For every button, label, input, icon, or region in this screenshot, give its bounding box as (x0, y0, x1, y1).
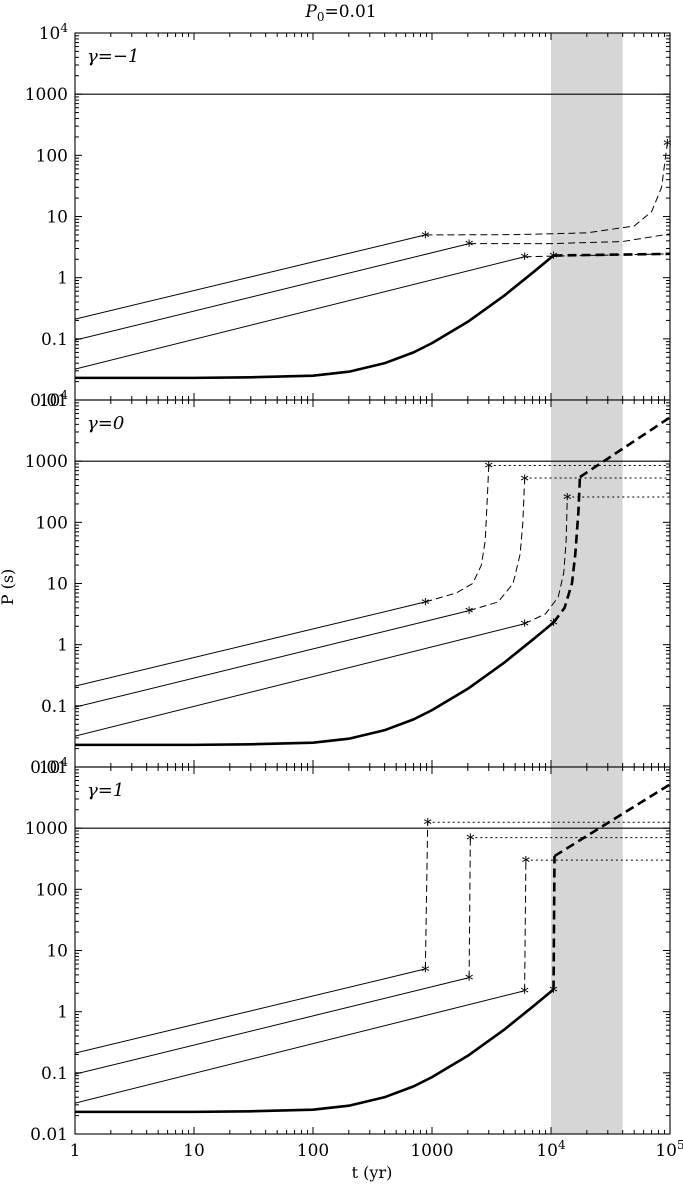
data-point-marker: * (521, 984, 529, 1003)
series-line-dashed (469, 233, 670, 245)
x-tick-label: 1000 (410, 1141, 453, 1161)
data-point-marker: * (465, 237, 473, 256)
panel-gamma-label: γ=1 (87, 780, 124, 801)
y-tick-label: 100 (36, 880, 68, 900)
data-point-marker: * (550, 249, 558, 268)
series-line-dashed (424, 822, 429, 969)
series-line-thick-dashed (553, 783, 670, 858)
data-point-marker: * (550, 616, 558, 635)
x-tick-label: 10 (183, 1141, 205, 1161)
y-tick-label: 10 (46, 208, 68, 228)
y-tick-label: 100 (36, 146, 68, 166)
panel-gamma-label: γ=−1 (87, 46, 139, 67)
data-point-marker: * (550, 983, 558, 1002)
y-tick-label: 1 (57, 269, 68, 289)
series-line-thin (75, 601, 426, 687)
series-line-dashed (524, 860, 527, 991)
series-line-thick-dashed (579, 416, 670, 479)
series-line-thick-dashed (553, 252, 670, 257)
data-point-marker: * (521, 472, 529, 491)
series-line-dashed (468, 837, 471, 978)
y-axis-label: P (s) (0, 569, 17, 606)
series-line-thin (75, 610, 470, 708)
y-tick-label: 0.1 (41, 1064, 68, 1084)
y-tick-label: 10 (46, 575, 68, 595)
data-point-marker: * (465, 971, 473, 990)
series-line-thick (75, 621, 555, 747)
series-line-dashed (425, 142, 668, 236)
chart-panels: * * * * * 0.01 0.1 1 10 100 1000 104 γ=−1 * * * * * * * 0.01… (25, 21, 683, 1161)
y-tick-label: 1000 (25, 819, 68, 839)
series-line-thin (75, 234, 426, 320)
y-tick-label: 104 (39, 388, 69, 411)
series-line-dashed (524, 497, 568, 625)
panel-1: * * * * * 0.01 0.1 1 10 100 1000 104 γ=−1 (25, 21, 672, 411)
panel-3: * * * * * * * 0.01 0.1 1 10 100 1000 104 γ=1 (25, 755, 671, 1145)
x-axis-label: t (yr) (352, 1163, 393, 1182)
series-line-thick-dashed (552, 476, 582, 624)
series-line-thick (75, 988, 555, 1114)
data-point-marker: * (421, 228, 429, 247)
data-point-marker: * (421, 595, 429, 614)
y-tick-label: 1 (57, 636, 68, 656)
data-point-marker: * (522, 853, 530, 872)
series-line-thin (75, 256, 525, 370)
y-tick-label: 1000 (25, 85, 68, 105)
shaded-band (551, 767, 623, 1134)
series-line-dashed (425, 465, 490, 603)
x-tick-label: 1 (70, 1141, 81, 1161)
y-tick-label: 104 (39, 755, 69, 778)
panel-gamma-label: γ=0 (87, 413, 124, 434)
chart-title: P0=0.01 (304, 2, 376, 24)
data-point-marker: * (521, 617, 529, 636)
data-point-marker: * (424, 815, 432, 834)
y-tick-label: 0.01 (30, 1125, 68, 1145)
data-point-marker: * (466, 831, 474, 850)
y-tick-label: 10 (46, 942, 68, 962)
y-tick-label: 100 (36, 513, 68, 533)
series-line-thick-dashed (552, 856, 556, 990)
data-point-marker: * (421, 962, 429, 981)
series-line-thin (75, 968, 426, 1054)
shaded-band (551, 33, 623, 400)
series-line-thin (75, 977, 470, 1075)
panel-2: * * * * * * * 0.01 0.1 1 10 100 1000 104 γ=0 (25, 388, 671, 778)
series-line-thin (75, 990, 525, 1104)
series-line-dashed (468, 479, 526, 612)
x-tick-label: 100 (297, 1141, 329, 1161)
series-line-thin (75, 243, 470, 341)
y-tick-label: 1 (57, 1003, 68, 1023)
x-tick-label: 104 (536, 1138, 566, 1161)
series-line-thin (75, 623, 525, 737)
y-tick-label: 0.01 (30, 758, 68, 778)
series-line-thick (75, 254, 555, 380)
data-point-marker: * (521, 250, 529, 269)
x-tick-label: 105 (655, 1138, 683, 1161)
data-point-marker: * (563, 490, 571, 509)
data-point-marker: * (465, 604, 473, 623)
y-tick-label: 104 (39, 21, 69, 44)
y-tick-label: 0.1 (41, 330, 68, 350)
data-point-marker: * (663, 136, 671, 155)
data-point-marker: * (485, 458, 493, 477)
y-tick-label: 1000 (25, 452, 68, 472)
y-tick-label: 0.01 (30, 391, 68, 411)
y-tick-label: 0.1 (41, 697, 68, 717)
